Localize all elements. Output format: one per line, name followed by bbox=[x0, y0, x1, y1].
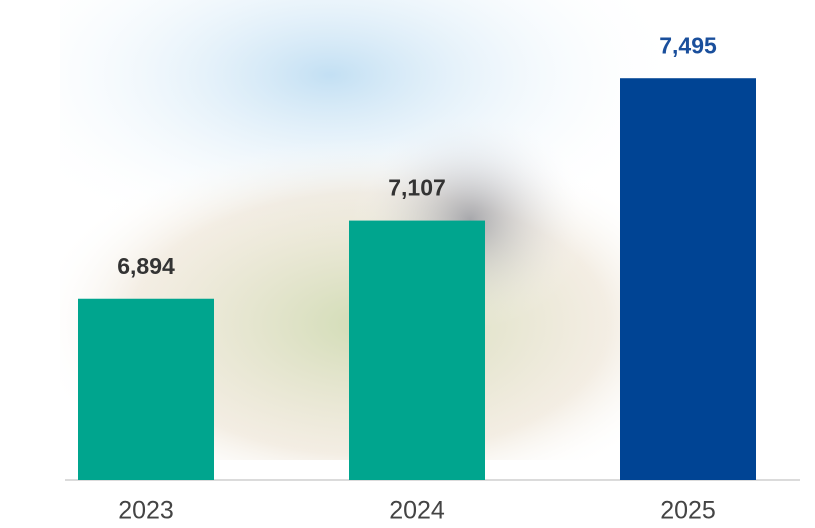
value-label: 7,495 bbox=[659, 32, 717, 58]
bar bbox=[349, 220, 485, 480]
bar bbox=[620, 78, 756, 480]
value-label: 6,894 bbox=[117, 253, 175, 279]
x-tick-label: 2025 bbox=[660, 497, 716, 525]
x-tick-label: 2024 bbox=[389, 497, 445, 525]
value-label: 7,107 bbox=[388, 175, 446, 201]
x-tick-label: 2023 bbox=[118, 497, 174, 525]
bar bbox=[78, 298, 214, 480]
